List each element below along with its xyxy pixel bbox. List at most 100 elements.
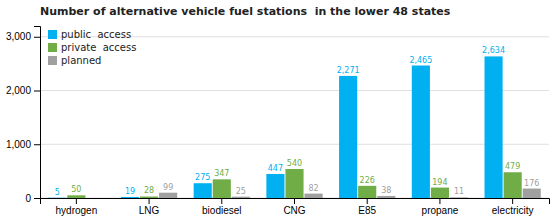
x-tick-mark xyxy=(294,198,295,204)
x-tick-label: biodiesel xyxy=(202,205,241,216)
grid-line xyxy=(40,144,549,145)
data-label: 540 xyxy=(287,159,302,168)
data-label: 2,465 xyxy=(409,56,432,65)
bar xyxy=(266,174,284,198)
x-tick: propane xyxy=(422,198,459,216)
x-tick-mark xyxy=(367,198,368,204)
data-label: 25 xyxy=(236,187,246,196)
grid xyxy=(40,37,549,198)
data-label: 99 xyxy=(163,183,173,192)
bar xyxy=(285,169,303,198)
bar xyxy=(67,195,85,198)
y-tick: 1,000 xyxy=(6,139,40,150)
x-tick: CNG xyxy=(283,198,305,216)
x-tick-mark xyxy=(76,198,77,204)
bar-series xyxy=(48,56,502,198)
y-tick-label: 3,000 xyxy=(6,31,31,42)
legend-item: private access xyxy=(48,42,136,53)
x-tick-label: hydrogen xyxy=(56,205,98,216)
x-axis: hydrogen LNG biodiesel CNG E85 propane electri… xyxy=(41,198,550,216)
legend-item: public access xyxy=(48,29,131,40)
bar xyxy=(377,196,395,198)
y-tick-label: 2,000 xyxy=(6,85,31,96)
chart-svg: 0 1,000 2,000 3,000 hydrogen LNG biodiesel CNG E… xyxy=(0,0,559,218)
x-tick-label: E85 xyxy=(358,205,376,216)
data-label: 5 xyxy=(55,188,60,197)
y-axis: 0 1,000 2,000 3,000 xyxy=(6,27,41,204)
x-tick-mark xyxy=(221,198,222,204)
x-tick: hydrogen xyxy=(56,198,98,216)
x-tick: biodiesel xyxy=(202,198,241,216)
x-axis-line xyxy=(41,199,550,205)
y-tick: 3,000 xyxy=(6,31,40,42)
y-tick-mark xyxy=(34,91,40,92)
legend-item: planned xyxy=(48,55,101,66)
x-tick-mark xyxy=(439,198,440,204)
legend-label: planned xyxy=(61,55,101,66)
y-tick: 0 xyxy=(25,193,40,204)
legend-label: private access xyxy=(61,42,136,53)
x-tick-label: electricity xyxy=(492,205,534,216)
bar xyxy=(159,193,177,198)
x-tick-label: CNG xyxy=(283,205,305,216)
data-label: 226 xyxy=(360,176,375,185)
bar xyxy=(412,66,430,198)
data-label: 38 xyxy=(381,186,391,195)
bar xyxy=(213,179,231,198)
bar xyxy=(121,197,139,198)
data-labels: 5 19 275 447 2,271 2,465 2,634 50 28 347 540 226 194… xyxy=(55,46,540,196)
bar xyxy=(358,186,376,198)
bar xyxy=(504,172,522,198)
y-tick-label: 1,000 xyxy=(6,139,31,150)
bar xyxy=(485,56,503,198)
bar xyxy=(431,188,449,198)
data-label: 194 xyxy=(432,178,447,187)
data-label: 82 xyxy=(308,184,318,193)
data-label: 19 xyxy=(125,187,135,196)
data-label: 2,634 xyxy=(482,46,505,55)
bars xyxy=(48,56,541,198)
bar xyxy=(450,197,468,198)
data-label: 447 xyxy=(268,164,283,173)
x-tick: electricity xyxy=(492,198,534,216)
x-tick-label: LNG xyxy=(139,205,160,216)
data-label: 176 xyxy=(524,179,539,188)
data-label: 11 xyxy=(454,187,464,196)
y-axis-line xyxy=(34,27,41,199)
y-tick-mark xyxy=(34,37,40,38)
x-tick: E85 xyxy=(358,198,376,216)
y-tick: 2,000 xyxy=(6,85,40,96)
bar xyxy=(86,198,104,199)
data-label: 479 xyxy=(505,162,520,171)
plot-area: 0 1,000 2,000 3,000 hydrogen LNG biodiesel CNG E… xyxy=(6,27,550,217)
data-label: 347 xyxy=(214,169,229,178)
x-tick: LNG xyxy=(139,198,160,216)
legend-label: public access xyxy=(61,29,131,40)
title: Number of alternative vehicle fuel stati… xyxy=(40,5,451,18)
bar-series xyxy=(159,189,541,198)
bar xyxy=(523,189,541,198)
bar-series xyxy=(67,169,521,198)
y-tick-mark xyxy=(34,144,40,145)
x-tick-mark xyxy=(149,198,150,204)
chart-container: 0 1,000 2,000 3,000 hydrogen LNG biodiesel CNG E… xyxy=(0,0,559,218)
x-tick-mark xyxy=(512,198,513,204)
data-label: 275 xyxy=(195,173,210,182)
legend: public access private access planned xyxy=(48,29,136,66)
y-tick-label: 0 xyxy=(25,193,31,204)
bar xyxy=(339,76,357,198)
legend-swatch xyxy=(48,43,57,52)
bar xyxy=(232,197,250,198)
y-tick-mark xyxy=(34,198,40,199)
legend-swatch xyxy=(48,30,57,39)
data-label: 50 xyxy=(71,185,81,194)
bar xyxy=(48,197,66,198)
data-label: 28 xyxy=(144,186,154,195)
x-tick-label: propane xyxy=(422,205,459,216)
data-label: 2,271 xyxy=(337,66,360,75)
bar xyxy=(140,196,158,198)
legend-swatch xyxy=(48,56,57,65)
grid-line xyxy=(40,90,549,91)
bar xyxy=(194,183,212,198)
bar xyxy=(305,194,323,198)
